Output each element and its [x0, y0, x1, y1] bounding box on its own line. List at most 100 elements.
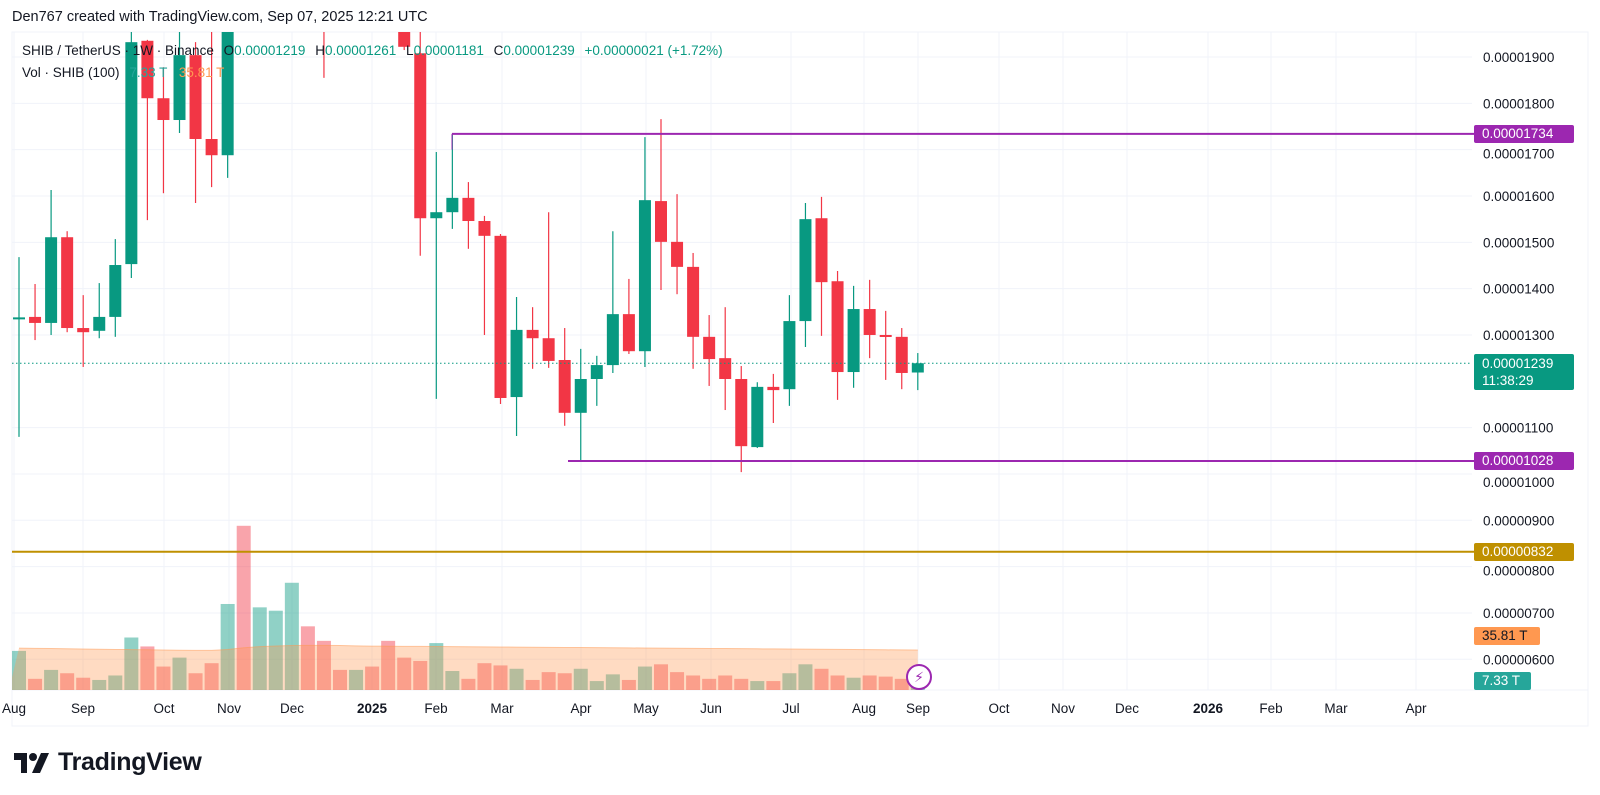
price-tick-label: 0.00000800: [1483, 564, 1554, 579]
volume-ma-line: [18, 644, 918, 651]
chart-attribution: Den767 created with TradingView.com, Sep…: [12, 9, 428, 25]
volume-bar: [12, 650, 26, 690]
candle-body: [799, 219, 812, 322]
time-tick-label: Apr: [570, 701, 592, 716]
candle-body: [831, 281, 844, 373]
volume-bar: [637, 666, 652, 690]
volume-bar: [814, 668, 829, 690]
time-scale[interactable]: Aug Sep Oct Nov Dec 2025 Feb Mar Apr May Jun Jul Aug…: [2, 701, 1427, 716]
price-tick-label: 0.00000900: [1483, 513, 1554, 528]
candle-body: [526, 329, 539, 339]
volume-bar: [236, 525, 251, 690]
volume-bar: [44, 669, 59, 690]
volume-bar: [220, 603, 235, 690]
close-label: C: [493, 43, 504, 58]
candle-body: [45, 237, 58, 323]
candle-body: [574, 378, 587, 413]
time-tick-label: Feb: [424, 701, 447, 716]
volume-bar: [846, 677, 861, 690]
price-tick-label: 0.00000700: [1483, 606, 1554, 621]
symbol-title[interactable]: SHIB / TetherUS · 1W · Binance: [22, 43, 214, 58]
volume-bar: [477, 663, 492, 690]
price-tick-label: 0.00001500: [1483, 235, 1554, 250]
price-tick-label: 0.00001700: [1483, 147, 1554, 162]
tradingview-logo[interactable]: TradingView: [14, 748, 202, 777]
volume-bar: [782, 673, 797, 690]
volume-bar: [28, 678, 43, 690]
time-tick-label: Aug: [2, 701, 26, 716]
volume-bar: [541, 672, 556, 690]
volume-badge: 7.33 T: [1474, 672, 1531, 690]
volume-bar: [108, 675, 123, 690]
volume-bar: [718, 675, 733, 690]
candle-body: [173, 55, 186, 121]
volume-bar: [397, 657, 412, 690]
high-value: 0.00001261: [324, 43, 397, 58]
candle-body: [205, 139, 218, 156]
candle-body: [542, 338, 555, 361]
volume-title[interactable]: Vol · SHIB (100): [22, 65, 120, 80]
candle-body: [687, 266, 700, 337]
tradingview-logo-icon: [14, 752, 49, 773]
time-tick-label: Nov: [217, 701, 241, 716]
volume-bar: [686, 675, 701, 690]
price-tick-label: 0.00000600: [1483, 652, 1554, 667]
volume-bar: [670, 672, 685, 690]
hline-badge-1734: 0.00001734: [1474, 124, 1574, 143]
price-tick-label: 0.00001800: [1483, 96, 1554, 111]
time-tick-label: Apr: [1405, 701, 1427, 716]
volume-bar: [333, 669, 347, 690]
candle-body: [430, 212, 443, 219]
time-tick-label: 2025: [357, 701, 388, 716]
time-tick-label: Mar: [490, 701, 514, 716]
candle-body: [141, 40, 154, 99]
candle-body: [77, 328, 90, 333]
volume-bar: [300, 626, 315, 690]
volume-bar: [76, 677, 91, 690]
open-value: 0.00001219: [234, 43, 306, 58]
volume-bar: [702, 678, 717, 690]
candle-body: [13, 317, 25, 320]
volume-bar: [830, 675, 845, 690]
volume-bar: [60, 673, 75, 690]
candle-body: [751, 386, 764, 448]
volume-bar: [798, 664, 813, 690]
candle-body: [606, 314, 619, 366]
price-scale[interactable]: 0.00001900 0.00001800 0.00001700 0.00001600…: [1483, 50, 1554, 667]
candle-body: [462, 197, 475, 222]
candle-body: [29, 316, 42, 323]
candle-body: [494, 235, 507, 398]
candle-body: [109, 265, 122, 317]
candle-body: [783, 321, 796, 390]
candle-body: [671, 241, 684, 267]
candle-body: [847, 309, 860, 373]
chart-legend: SHIB / TetherUS · 1W · Binance O0.000012…: [22, 40, 723, 84]
time-tick-label: Oct: [153, 701, 174, 716]
volume-bar: [204, 663, 219, 690]
candle-body: [735, 378, 748, 447]
volume-bar: [381, 640, 396, 690]
volume-bar: [156, 666, 171, 690]
price-tick-label: 0.00001300: [1483, 328, 1554, 343]
change-value: +0.00000021 (+1.72%): [584, 43, 723, 58]
candle-body: [622, 314, 635, 352]
candle-body: [879, 334, 892, 337]
horizontal-lines: [12, 132, 1474, 553]
low-label: L: [406, 43, 414, 58]
open-label: O: [223, 43, 235, 58]
volume-bar: [445, 671, 460, 690]
candle-body: [446, 197, 459, 213]
volume-bar: [734, 678, 749, 690]
lightning-icon[interactable]: ⚡︎: [906, 664, 932, 690]
candle-body: [815, 218, 828, 283]
candle-body: [911, 363, 924, 373]
price-tick-label: 0.00001900: [1483, 50, 1554, 65]
candle-body: [638, 200, 651, 352]
volume-legend-row: Vol · SHIB (100) 7.33 T 35.81 T: [22, 62, 723, 84]
chart-frame: [11, 31, 1589, 727]
time-tick-label: Dec: [1115, 701, 1139, 716]
time-tick-label: Dec: [280, 701, 304, 716]
volume-bar: [509, 668, 524, 690]
volume-bar: [654, 664, 668, 690]
